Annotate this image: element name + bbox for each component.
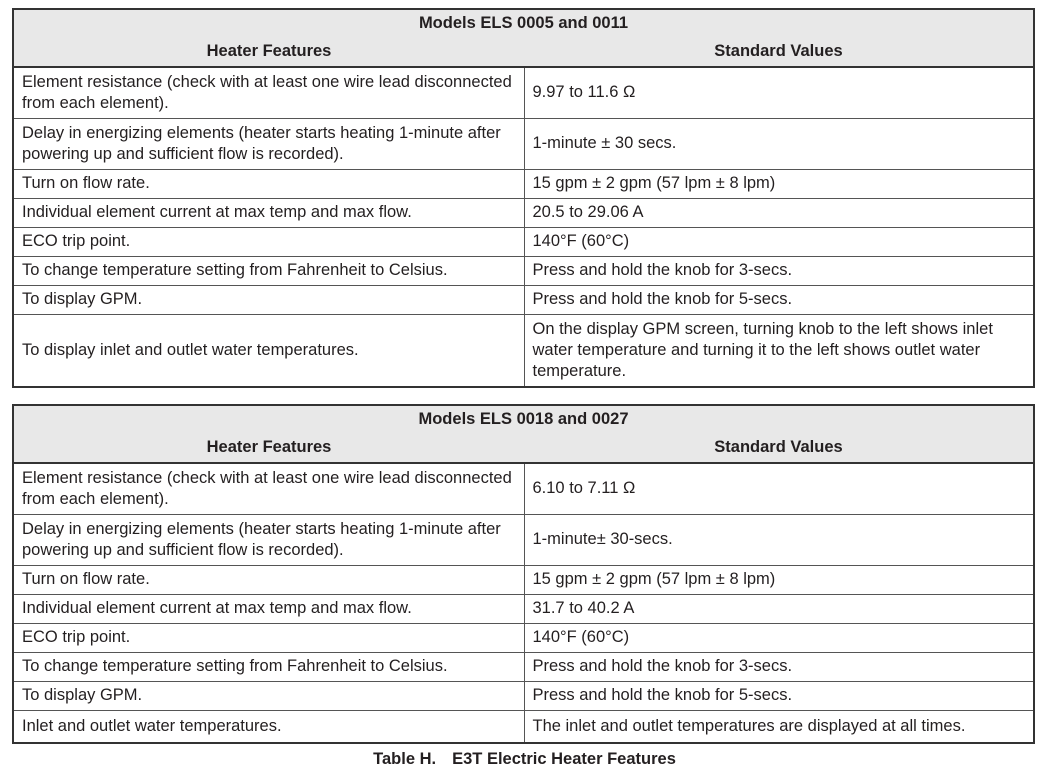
value-cell: Press and hold the knob for 5-secs. bbox=[523, 284, 1035, 315]
feature-cell: Element resistance (check with at least … bbox=[12, 66, 525, 119]
value-cell: 20.5 to 29.06 A bbox=[523, 197, 1035, 228]
column-header-features: Heater Features bbox=[13, 37, 524, 68]
value-cell: 1-minute ± 30 secs. bbox=[523, 117, 1035, 170]
table-row: Delay in energizing elements (heater sta… bbox=[12, 117, 1035, 170]
table-row: Element resistance (check with at least … bbox=[12, 462, 1035, 515]
table-row: Individual element current at max temp a… bbox=[12, 593, 1035, 624]
value-cell: 9.97 to 11.6 Ω bbox=[523, 66, 1035, 119]
feature-cell: Inlet and outlet water temperatures. bbox=[12, 709, 525, 744]
feature-cell: To display GPM. bbox=[12, 680, 525, 711]
value-cell: The inlet and outlet temperatures are di… bbox=[523, 709, 1035, 744]
feature-cell: Individual element current at max temp a… bbox=[12, 593, 525, 624]
value-cell: 140°F (60°C) bbox=[523, 622, 1035, 653]
table-row: To display GPM. Press and hold the knob f… bbox=[12, 680, 1035, 711]
value-cell: Press and hold the knob for 3-secs. bbox=[523, 651, 1035, 682]
value-cell: Press and hold the knob for 5-secs. bbox=[523, 680, 1035, 711]
value-cell: 15 gpm ± 2 gpm (57 lpm ± 8 lpm) bbox=[523, 168, 1035, 199]
table-models-0018-0027: Models ELS 0018 and 0027 Heater Features… bbox=[12, 404, 1035, 744]
value-cell: 140°F (60°C) bbox=[523, 226, 1035, 257]
table-models-0005-0011: Models ELS 0005 and 0011 Heater Features… bbox=[12, 8, 1035, 388]
feature-cell: To change temperature setting from Fahre… bbox=[12, 255, 525, 286]
table-row: To display inlet and outlet water temper… bbox=[12, 313, 1035, 388]
table-row: ECO trip point. 140°F (60°C) bbox=[12, 622, 1035, 653]
feature-cell: ECO trip point. bbox=[12, 622, 525, 653]
feature-cell: Individual element current at max temp a… bbox=[12, 197, 525, 228]
feature-cell: To change temperature setting from Fahre… bbox=[12, 651, 525, 682]
table-row: ECO trip point. 140°F (60°C) bbox=[12, 226, 1035, 257]
value-cell: 31.7 to 40.2 A bbox=[523, 593, 1035, 624]
table-title: Models ELS 0005 and 0011 bbox=[13, 9, 1034, 37]
table-row: Delay in energizing elements (heater sta… bbox=[12, 513, 1035, 566]
table-caption: Table H. E3T Electric Heater Features bbox=[0, 750, 1049, 769]
table-row: Element resistance (check with at least … bbox=[12, 66, 1035, 119]
column-header-values: Standard Values bbox=[524, 433, 1034, 464]
table-row: Individual element current at max temp a… bbox=[12, 197, 1035, 228]
feature-cell: To display GPM. bbox=[12, 284, 525, 315]
feature-cell: Element resistance (check with at least … bbox=[12, 462, 525, 515]
feature-cell: To display inlet and outlet water temper… bbox=[12, 313, 525, 388]
feature-cell: Delay in energizing elements (heater sta… bbox=[12, 117, 525, 170]
table-row: To change temperature setting from Fahre… bbox=[12, 651, 1035, 682]
feature-cell: Delay in energizing elements (heater sta… bbox=[12, 513, 525, 566]
feature-cell: ECO trip point. bbox=[12, 226, 525, 257]
value-cell: 15 gpm ± 2 gpm (57 lpm ± 8 lpm) bbox=[523, 564, 1035, 595]
table-row: Turn on flow rate. 15 gpm ± 2 gpm (57 lpm… bbox=[12, 168, 1035, 199]
value-cell: Press and hold the knob for 3-secs. bbox=[523, 255, 1035, 286]
value-cell: 1-minute± 30-secs. bbox=[523, 513, 1035, 566]
value-cell: On the display GPM screen, turning knob … bbox=[523, 313, 1035, 388]
feature-cell: Turn on flow rate. bbox=[12, 564, 525, 595]
table-row: Inlet and outlet water temperatures. The … bbox=[12, 709, 1035, 744]
value-cell: 6.10 to 7.11 Ω bbox=[523, 462, 1035, 515]
caption-label: Table H. bbox=[373, 750, 437, 768]
feature-cell: Turn on flow rate. bbox=[12, 168, 525, 199]
caption-text: E3T Electric Heater Features bbox=[452, 750, 676, 768]
column-header-values: Standard Values bbox=[524, 37, 1034, 68]
table-title: Models ELS 0018 and 0027 bbox=[13, 405, 1034, 433]
table-row: To change temperature setting from Fahre… bbox=[12, 255, 1035, 286]
column-header-features: Heater Features bbox=[13, 433, 524, 464]
table-row: Turn on flow rate. 15 gpm ± 2 gpm (57 lpm… bbox=[12, 564, 1035, 595]
table-row: To display GPM. Press and hold the knob f… bbox=[12, 284, 1035, 315]
